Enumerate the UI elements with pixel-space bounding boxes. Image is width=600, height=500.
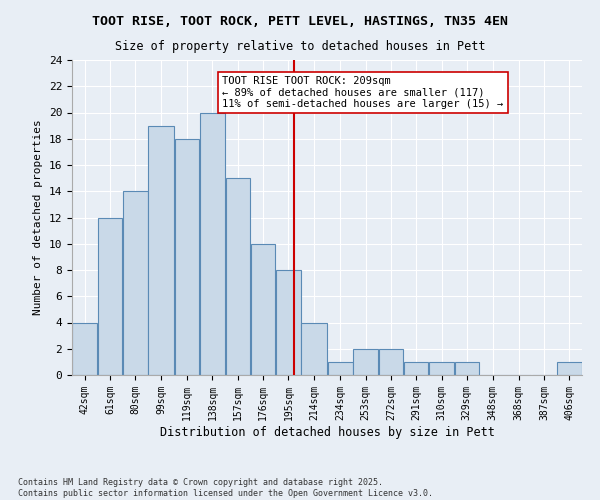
Bar <box>98 218 122 375</box>
Text: TOOT RISE TOOT ROCK: 209sqm
← 89% of detached houses are smaller (117)
11% of se: TOOT RISE TOOT ROCK: 209sqm ← 89% of det… <box>223 76 504 109</box>
Bar <box>301 322 327 375</box>
Bar <box>379 349 403 375</box>
Bar <box>328 362 353 375</box>
X-axis label: Distribution of detached houses by size in Pett: Distribution of detached houses by size … <box>160 426 494 438</box>
Text: TOOT RISE, TOOT ROCK, PETT LEVEL, HASTINGS, TN35 4EN: TOOT RISE, TOOT ROCK, PETT LEVEL, HASTIN… <box>92 15 508 28</box>
Bar <box>404 362 428 375</box>
Text: Size of property relative to detached houses in Pett: Size of property relative to detached ho… <box>115 40 485 53</box>
Bar <box>353 349 378 375</box>
Bar <box>276 270 301 375</box>
Bar <box>200 112 225 375</box>
Bar <box>148 126 174 375</box>
Bar <box>175 138 199 375</box>
Bar <box>429 362 454 375</box>
Y-axis label: Number of detached properties: Number of detached properties <box>33 120 43 316</box>
Bar <box>557 362 581 375</box>
Bar <box>73 322 97 375</box>
Text: Contains HM Land Registry data © Crown copyright and database right 2025.
Contai: Contains HM Land Registry data © Crown c… <box>18 478 433 498</box>
Bar <box>123 191 148 375</box>
Bar <box>226 178 250 375</box>
Bar <box>251 244 275 375</box>
Bar <box>455 362 479 375</box>
